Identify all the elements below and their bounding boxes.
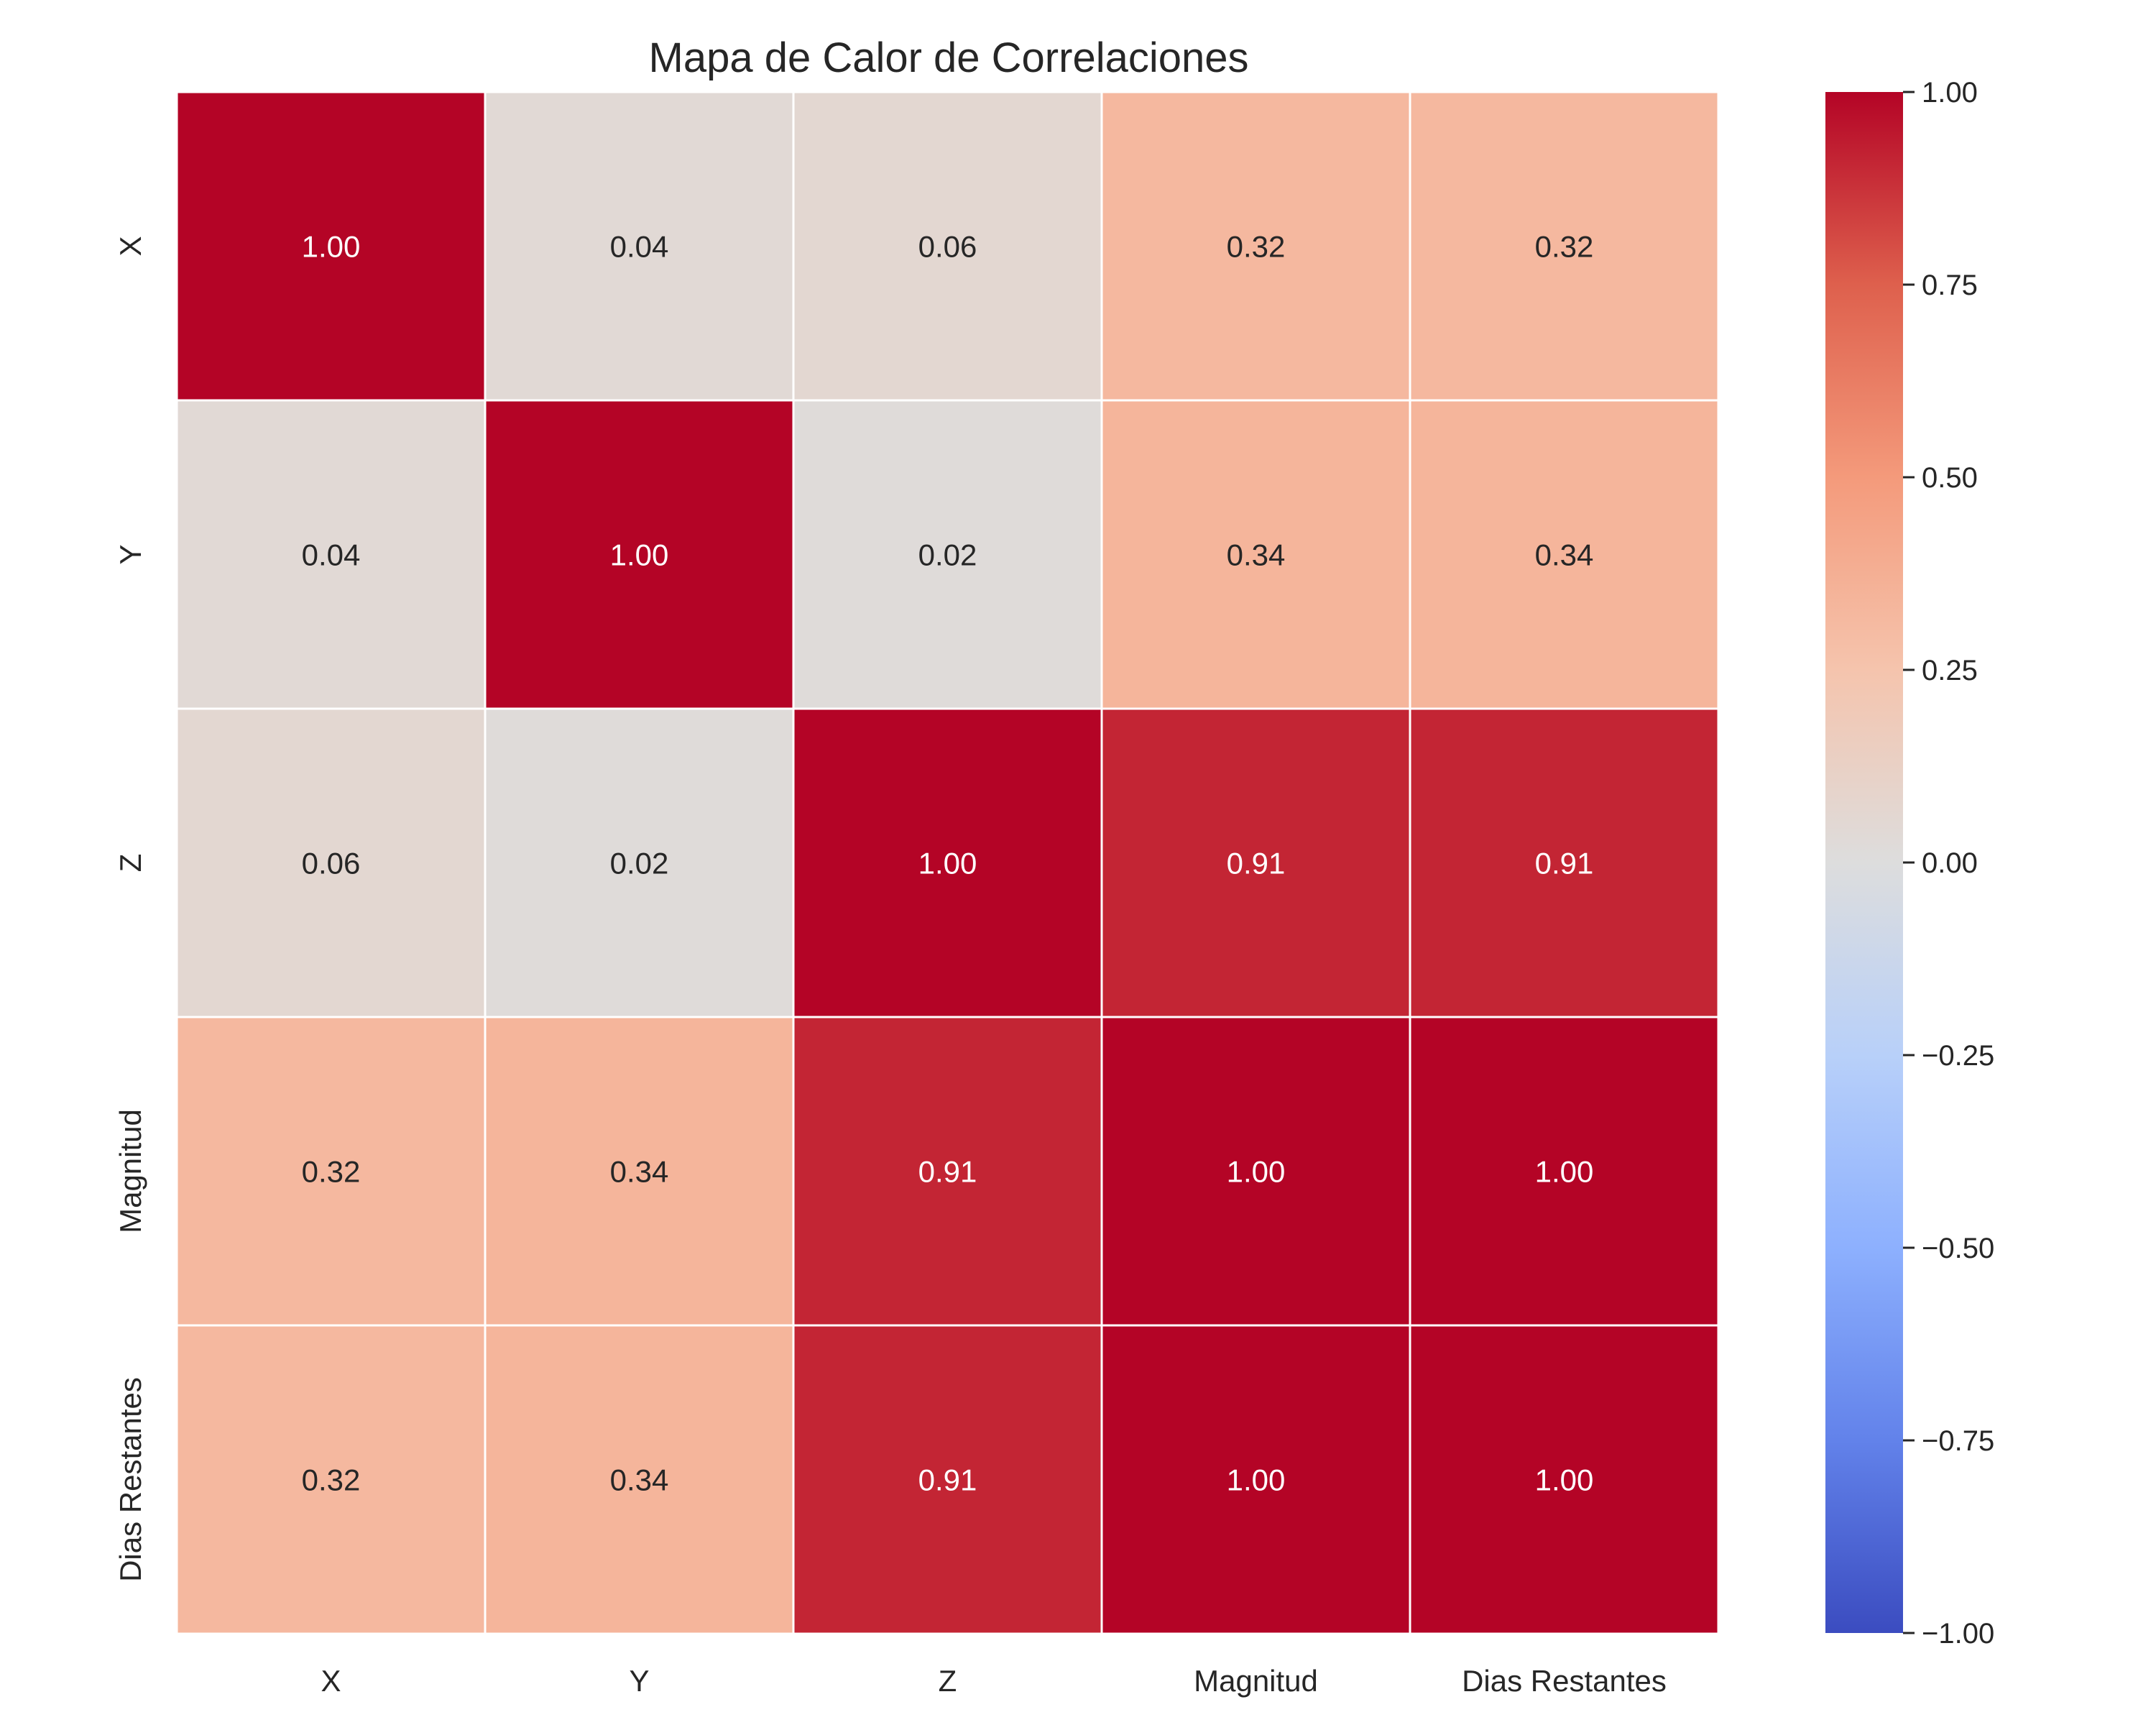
heatmap-cell xyxy=(1409,399,1720,710)
colorbar-tick-label: −0.75 xyxy=(1922,1425,1994,1457)
colorbar-ticks: 1.00 0.75 0.50 0.25 0.00 −0.25 −0.50 −0.75 −1.00 xyxy=(1903,77,1994,1650)
heatmap-cell xyxy=(484,91,795,402)
cell-value-label: 0.91 xyxy=(918,1155,977,1189)
y-tick-label: Z xyxy=(114,854,147,873)
cell-value-label: 0.34 xyxy=(610,1463,669,1497)
cell-value-label: 1.00 xyxy=(1227,1155,1286,1189)
heatmap-cell xyxy=(175,1324,487,1635)
x-tick-label: Y xyxy=(629,1664,649,1698)
colorbar-tick-label: −1.00 xyxy=(1922,1618,1994,1650)
heatmap-cell xyxy=(484,1016,795,1327)
cell-value-label: 1.00 xyxy=(610,538,669,572)
heatmap-cell xyxy=(1409,707,1720,1018)
heatmap-cell xyxy=(1100,91,1411,402)
heatmap-cell xyxy=(175,399,487,710)
cell-value-label: 0.91 xyxy=(918,1463,977,1497)
heatmap-cell xyxy=(175,1016,487,1327)
cell-value-label: 1.00 xyxy=(302,230,361,264)
heatmap-cell xyxy=(792,1324,1103,1635)
heatmap-cell xyxy=(792,707,1103,1018)
heatmap-cell xyxy=(1409,1324,1720,1635)
heatmap-cell xyxy=(175,91,487,402)
heatmap-cell xyxy=(1100,707,1411,1018)
colorbar-tick-label: −0.50 xyxy=(1922,1233,1994,1264)
colorbar-tick-label: 0.50 xyxy=(1922,462,1978,494)
cell-value-label: 0.32 xyxy=(302,1463,361,1497)
cell-value-label: 0.02 xyxy=(918,538,977,572)
heatmap-cell xyxy=(792,399,1103,710)
chart-title: Mapa de Calor de Correlaciones xyxy=(649,34,1249,81)
y-tick-label: Dias Restantes xyxy=(114,1377,147,1582)
cell-value-label: 0.32 xyxy=(1227,230,1286,264)
colorbar xyxy=(1825,92,1903,1633)
cell-value-label: 0.04 xyxy=(610,230,669,264)
colorbar-tick-label: 0.00 xyxy=(1922,847,1978,879)
heatmap-cell xyxy=(1100,1016,1411,1327)
x-axis-tick-labels: X Y Z Magnitud Dias Restantes xyxy=(321,1664,1666,1698)
cell-value-label: 0.06 xyxy=(918,230,977,264)
x-tick-label: Dias Restantes xyxy=(1462,1664,1667,1698)
y-axis-tick-labels: X Y Z Magnitud Dias Restantes xyxy=(114,236,147,1581)
cell-value-label: 1.00 xyxy=(1535,1155,1594,1189)
heatmap-cells: 1.00 0.04 0.06 0.32 0.32 0.04 1.00 0.02 0.34 0.34… xyxy=(175,91,1720,1635)
cell-value-label: 0.06 xyxy=(302,847,361,880)
heatmap-cell xyxy=(792,91,1103,402)
cell-value-label: 0.91 xyxy=(1535,847,1594,880)
cell-value-label: 0.32 xyxy=(302,1155,361,1189)
cell-value-label: 0.91 xyxy=(1227,847,1286,880)
heatmap-cell xyxy=(1409,91,1720,402)
y-tick-label: Y xyxy=(114,544,147,564)
cell-value-label: 1.00 xyxy=(918,847,977,880)
x-tick-label: Z xyxy=(939,1664,957,1698)
cell-value-label: 1.00 xyxy=(1227,1463,1286,1497)
heatmap-cell xyxy=(1409,1016,1720,1327)
y-tick-label: X xyxy=(114,236,147,256)
cell-value-label: 0.32 xyxy=(1535,230,1594,264)
cell-value-label: 0.34 xyxy=(610,1155,669,1189)
heatmap-cell xyxy=(484,707,795,1018)
x-tick-label: Magnitud xyxy=(1194,1664,1318,1698)
x-tick-label: X xyxy=(321,1664,341,1698)
cell-value-label: 0.34 xyxy=(1535,538,1594,572)
colorbar-tick-label: 0.75 xyxy=(1922,270,1978,301)
y-tick-label: Magnitud xyxy=(114,1109,147,1233)
cell-value-label: 0.02 xyxy=(610,847,669,880)
colorbar-tick-label: 0.25 xyxy=(1922,655,1978,686)
colorbar-tick-label: 1.00 xyxy=(1922,77,1978,109)
heatmap-cell xyxy=(484,1324,795,1635)
cell-value-label: 0.34 xyxy=(1227,538,1286,572)
cell-value-label: 0.04 xyxy=(302,538,361,572)
colorbar-tick-label: −0.25 xyxy=(1922,1040,1994,1072)
cell-value-label: 1.00 xyxy=(1535,1463,1594,1497)
heatmap-cell xyxy=(792,1016,1103,1327)
